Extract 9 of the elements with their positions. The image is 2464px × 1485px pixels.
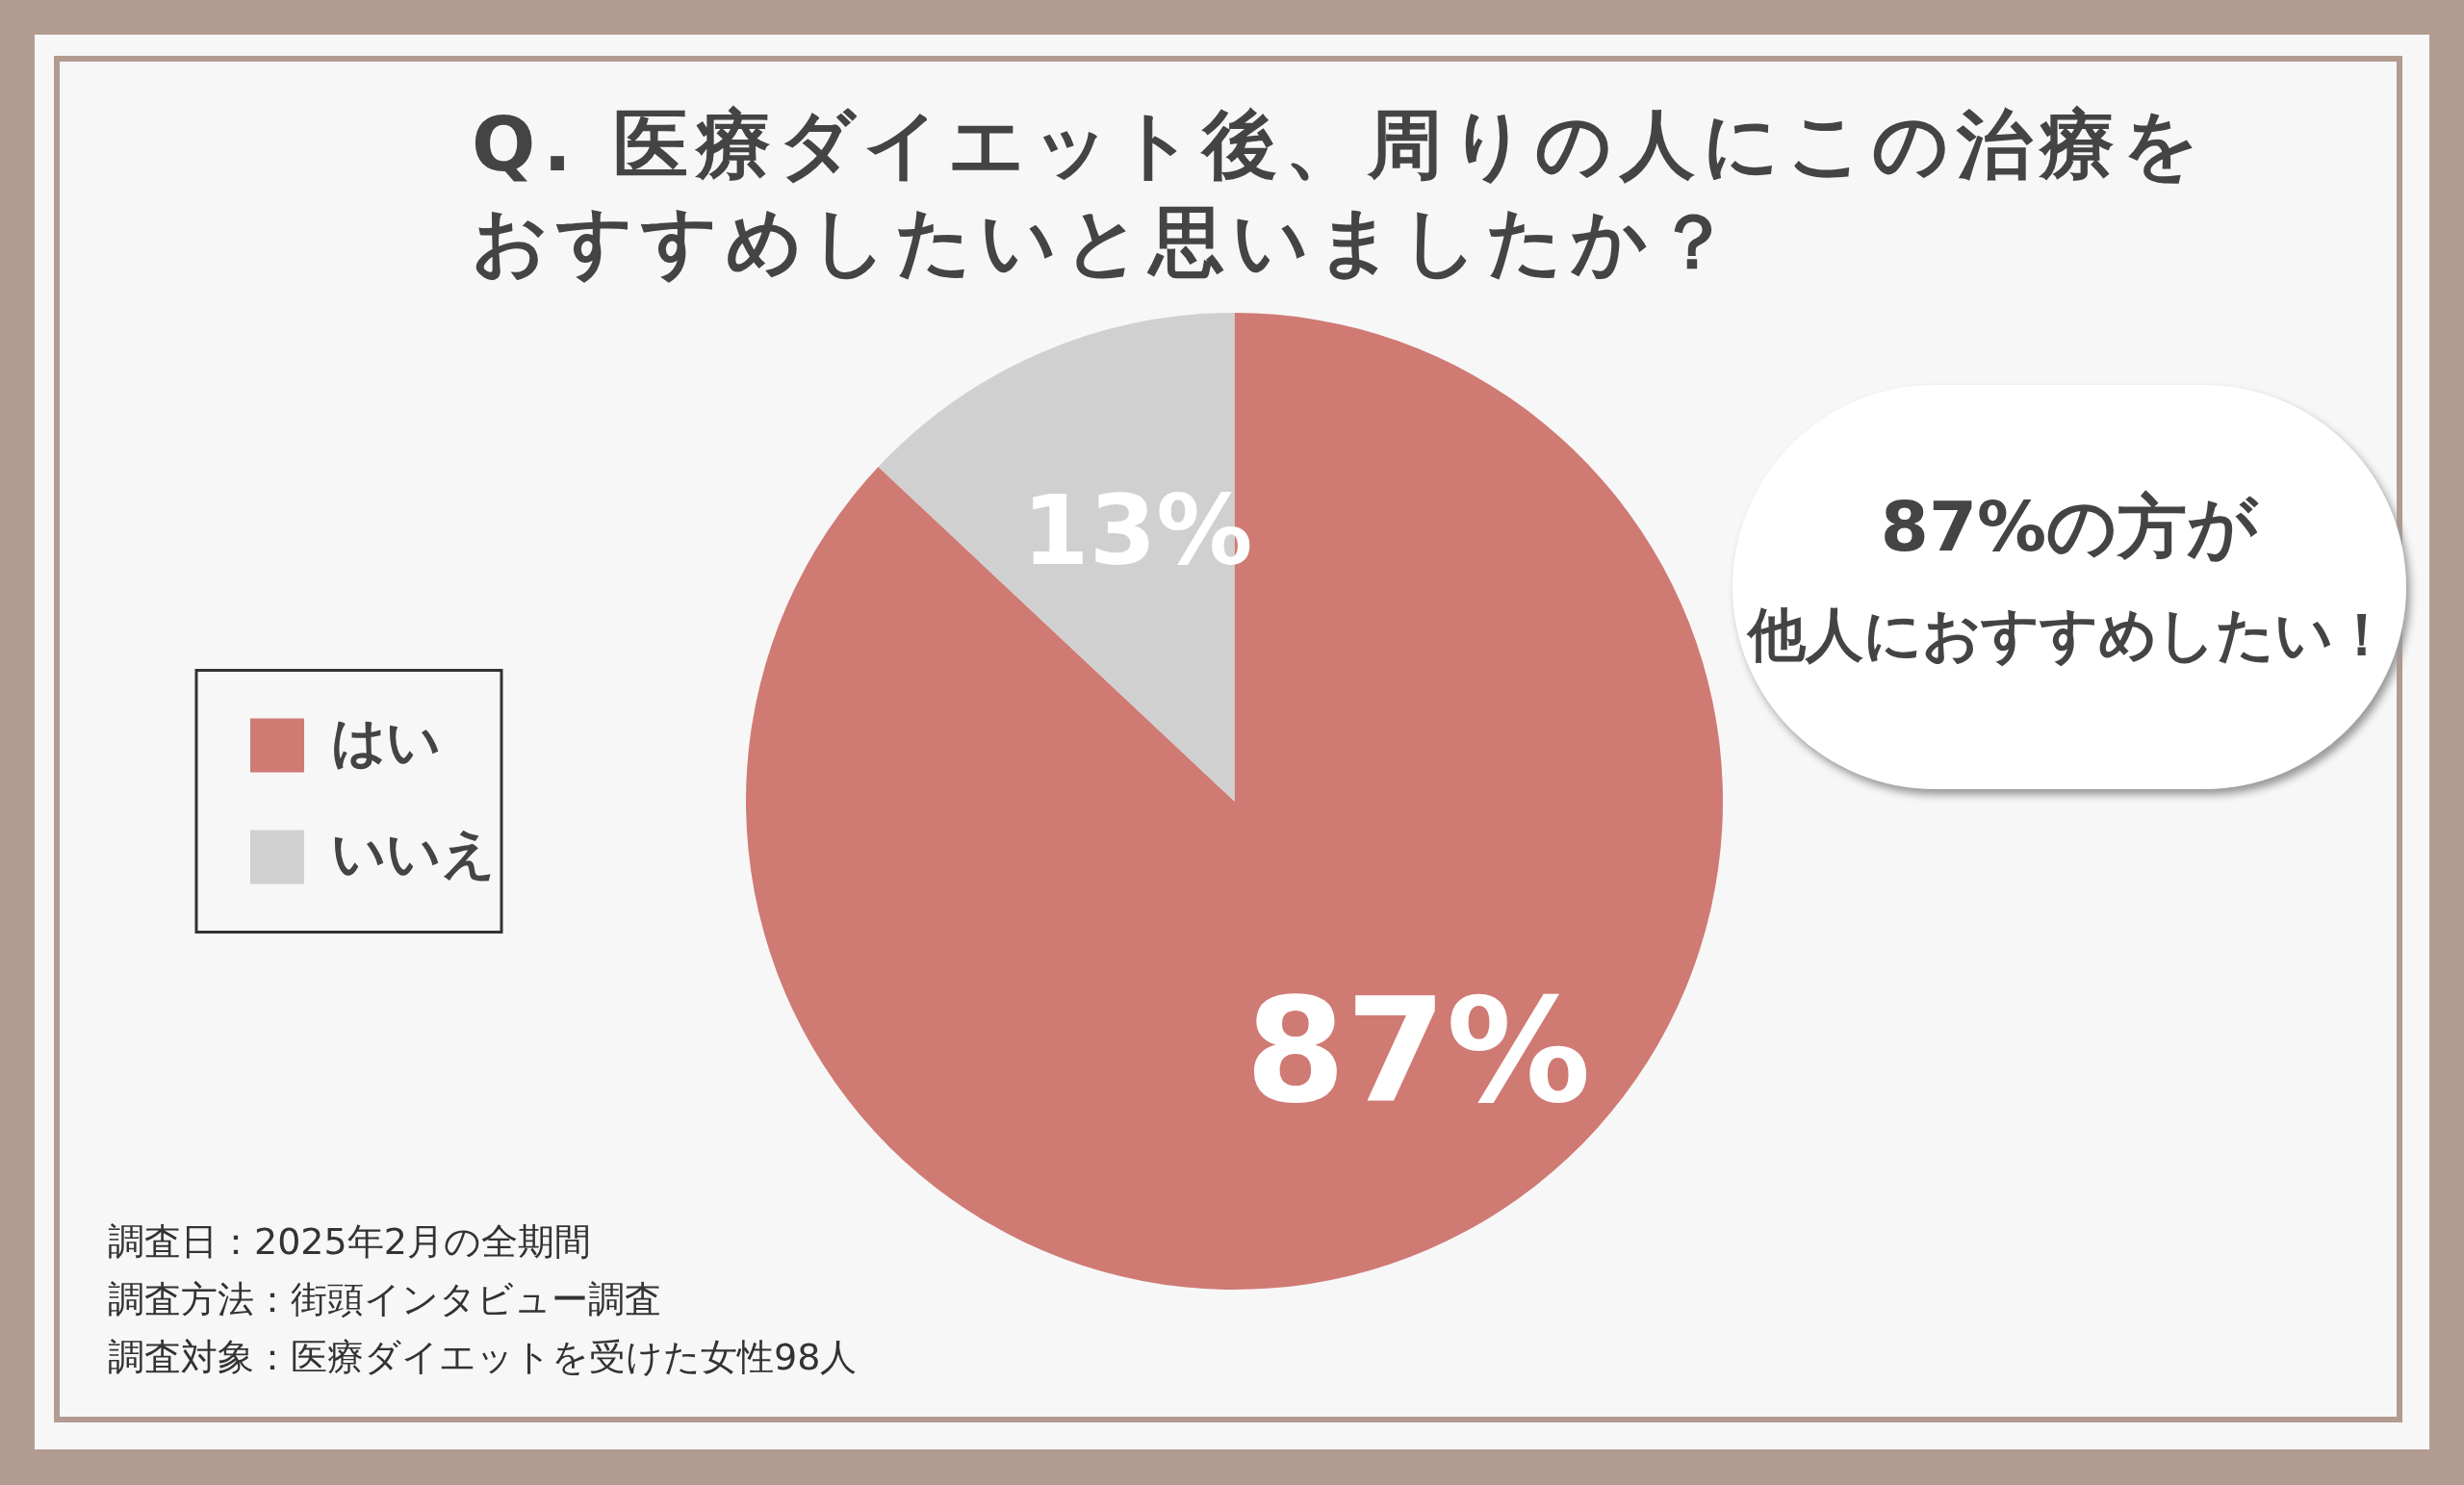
chart-title: Q. 医療ダイエット後、周りの人にこの治療をおすすめしたいと思いましたか？ (472, 100, 2209, 288)
data-label: 87% (1245, 967, 1591, 1136)
text: 調査方法：街頭インタビュー調査 (108, 1277, 661, 1322)
text: 87%の方が (1879, 485, 2260, 569)
text: 調査対象：医療ダイエットを受けた女性98人 (108, 1335, 858, 1380)
text: 他人におすすめしたい！ (1745, 600, 2392, 670)
legend-label: いいえ (331, 822, 496, 883)
legend-label: はい (331, 710, 441, 772)
text: 調査日：2025年2月の全期間 (108, 1219, 591, 1265)
